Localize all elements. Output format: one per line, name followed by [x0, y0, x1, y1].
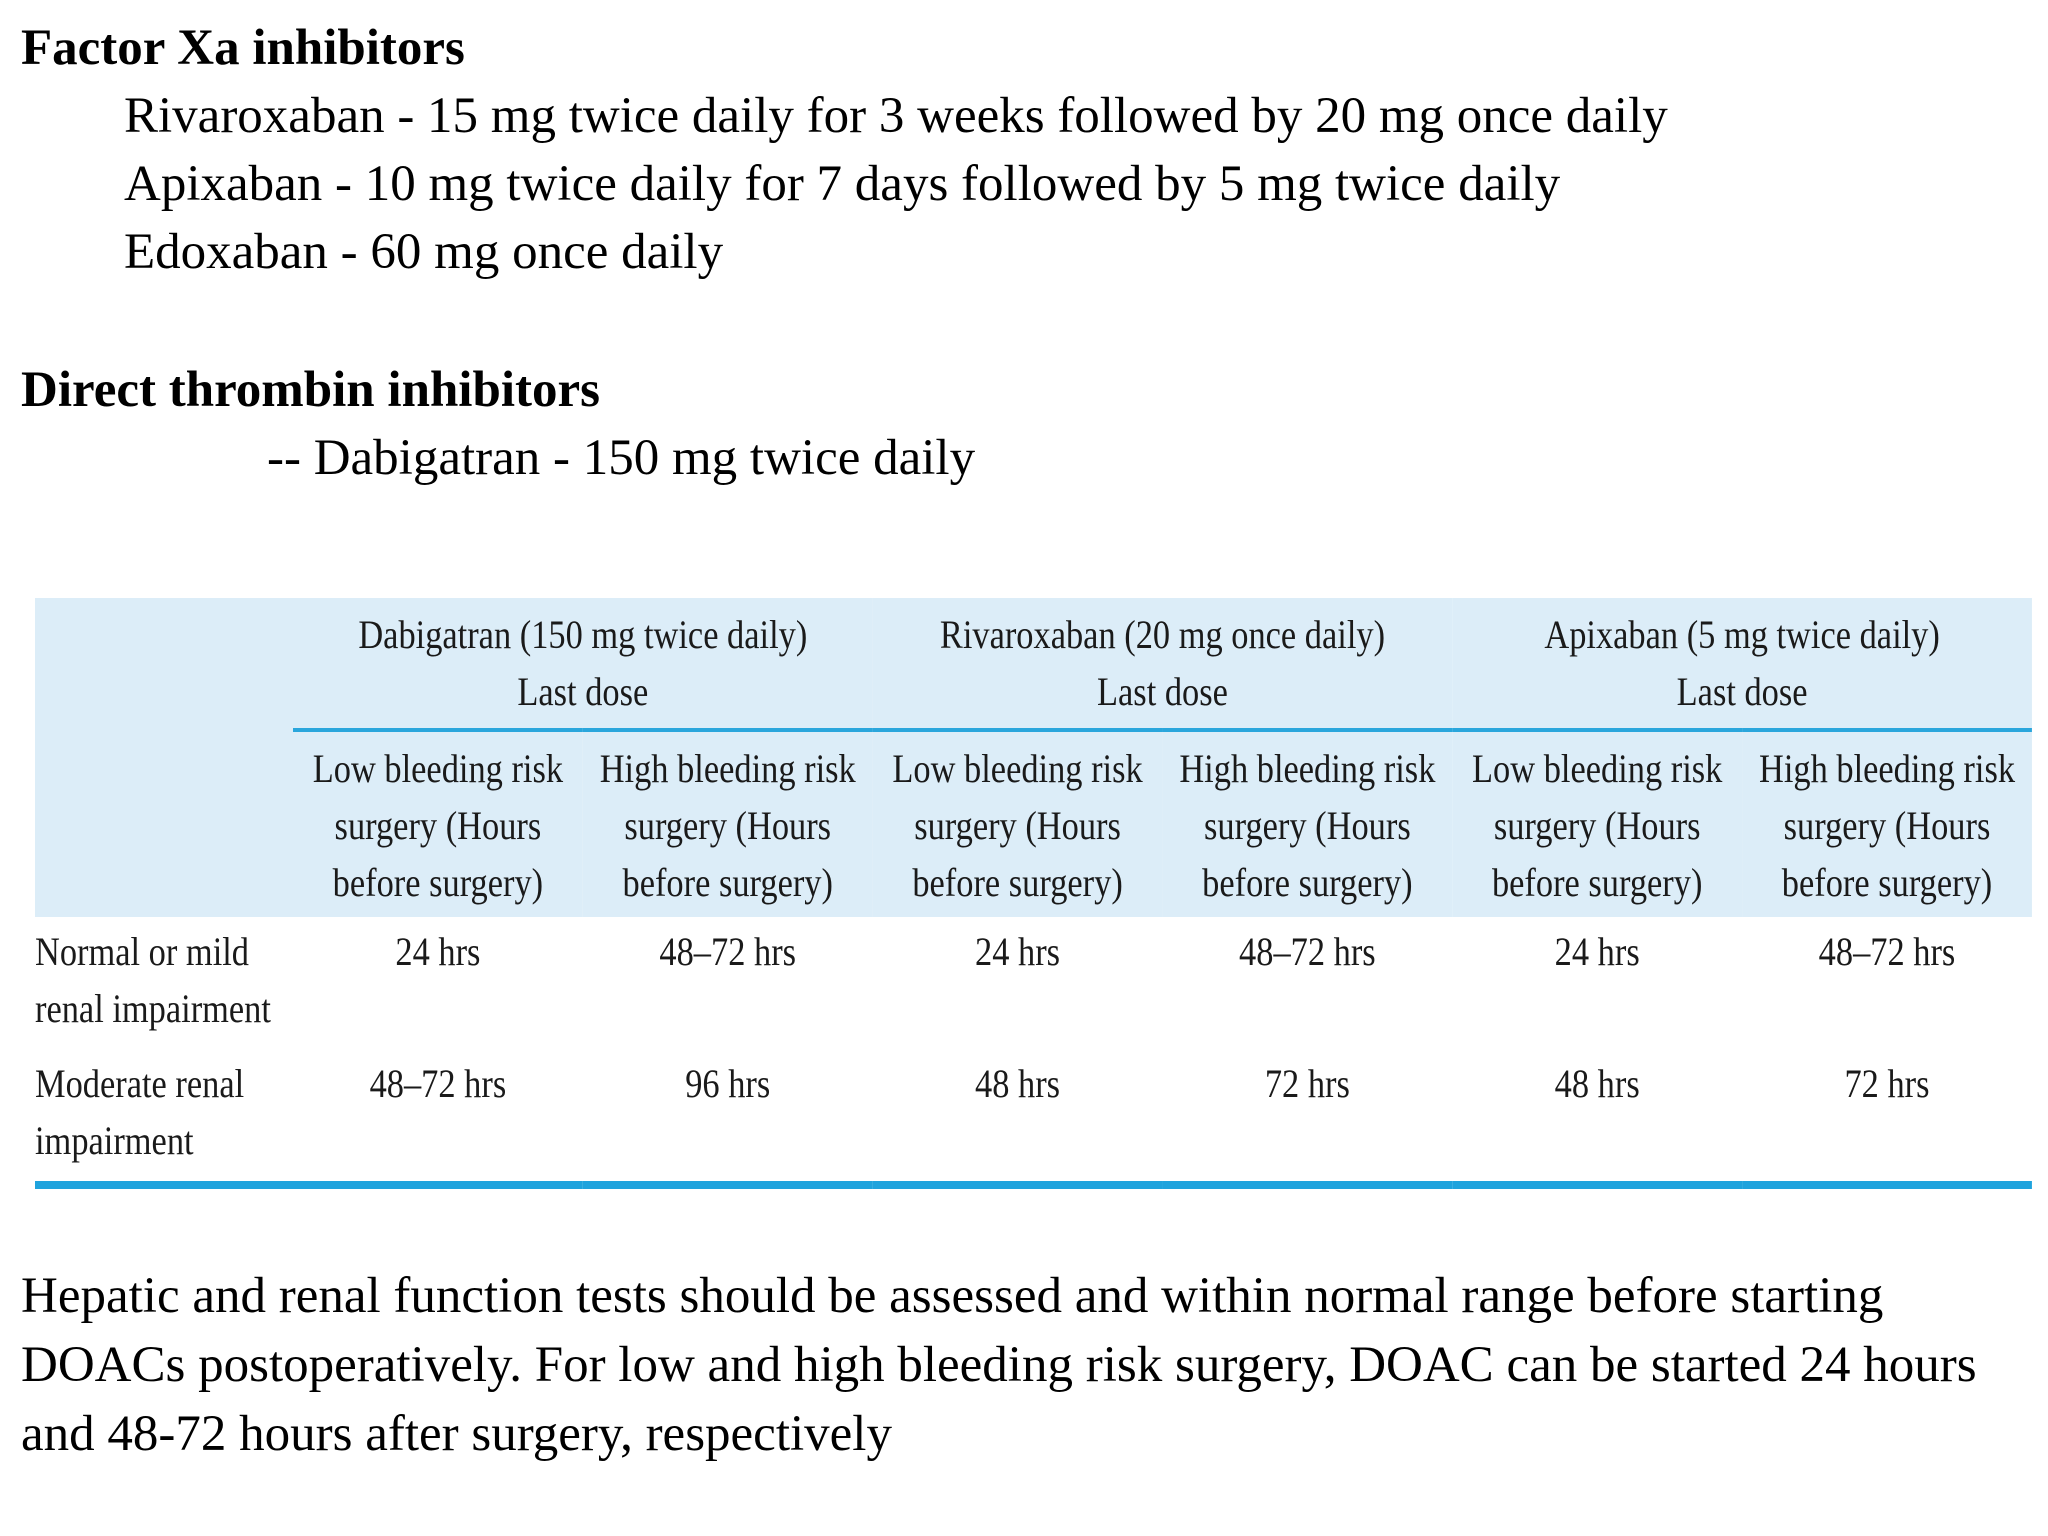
table-corner-cell: [35, 730, 293, 917]
postoperative-note: Hepatic and renal function tests should …: [21, 1268, 1977, 1462]
table-cell: 48–72 hrs: [1239, 929, 1376, 974]
table-cell: 24 hrs: [395, 929, 481, 974]
drug-header-name: Apixaban (5 mg twice daily): [1544, 612, 1940, 657]
edoxaban-dosing: Edoxaban - 60 mg once daily: [124, 224, 724, 280]
row-label: Moderate renal impairment: [35, 1049, 293, 1189]
rivaroxaban-column-header: Rivaroxaban (20 mg once daily) Last dose: [872, 598, 1453, 732]
row-label: Normal or mild renal impairment: [35, 929, 271, 1031]
risk-column-header: High bleeding risk surgery (Hours before…: [1179, 746, 1436, 905]
table-cell: 24 hrs: [975, 929, 1061, 974]
dabigatran-column-header: Dabigatran (150 mg twice daily) Last dos…: [293, 598, 873, 732]
apixaban-dosing: Apixaban - 10 mg twice daily for 7 days …: [124, 156, 1561, 212]
drug-header-row: Dabigatran (150 mg twice daily) Last dos…: [35, 598, 2032, 732]
risk-column-header: High bleeding risk surgery (Hours before…: [599, 746, 856, 905]
factor-xa-heading: Factor Xa inhibitors: [21, 20, 465, 76]
table-cell: 48 hrs: [1452, 1049, 1743, 1189]
table-cell: 72 hrs: [1742, 1049, 2032, 1189]
risk-column-header: Low bleeding risk surgery (Hours before …: [312, 746, 564, 905]
risk-column-header: Low bleeding risk surgery (Hours before …: [1472, 746, 1723, 905]
rivaroxaban-dosing: Rivaroxaban - 15 mg twice daily for 3 we…: [124, 88, 1668, 144]
risk-header-row: Low bleeding risk surgery (Hours before …: [35, 730, 2032, 917]
table-cell: 24 hrs: [1554, 929, 1640, 974]
doac-table-container: Dabigatran (150 mg twice daily) Last dos…: [35, 598, 2032, 1189]
doac-interruption-table: Dabigatran (150 mg twice daily) Last dos…: [35, 598, 2032, 1189]
drug-header-name: Dabigatran (150 mg twice daily): [358, 612, 808, 657]
dti-heading: Direct thrombin inhibitors: [21, 362, 600, 418]
table-cell: 96 hrs: [582, 1049, 873, 1189]
table-cell: 72 hrs: [1162, 1049, 1453, 1189]
drug-header-sub: Last dose: [1676, 669, 1808, 714]
risk-column-header: Low bleeding risk surgery (Hours before …: [892, 746, 1143, 905]
table-cell: 48–72 hrs: [293, 1049, 583, 1189]
drug-header-sub: Last dose: [1097, 669, 1228, 714]
drug-header-name: Rivaroxaban (20 mg once daily): [939, 612, 1386, 657]
table-cell: 48–72 hrs: [659, 929, 797, 974]
apixaban-column-header: Apixaban (5 mg twice daily) Last dose: [1452, 598, 2032, 732]
table-corner-cell: [35, 598, 293, 730]
table-row: Normal or mild renal impairment 24 hrs 4…: [35, 917, 2032, 1049]
drug-header-sub: Last dose: [517, 669, 649, 714]
table-row: Moderate renal impairment 48–72 hrs 96 h…: [35, 1049, 2032, 1189]
table-cell: 48–72 hrs: [1818, 929, 1956, 974]
risk-column-header: High bleeding risk surgery (Hours before…: [1758, 746, 2016, 905]
table-cell: 48 hrs: [872, 1049, 1163, 1189]
dabigatran-dosing: -- Dabigatran - 150 mg twice daily: [267, 430, 976, 486]
